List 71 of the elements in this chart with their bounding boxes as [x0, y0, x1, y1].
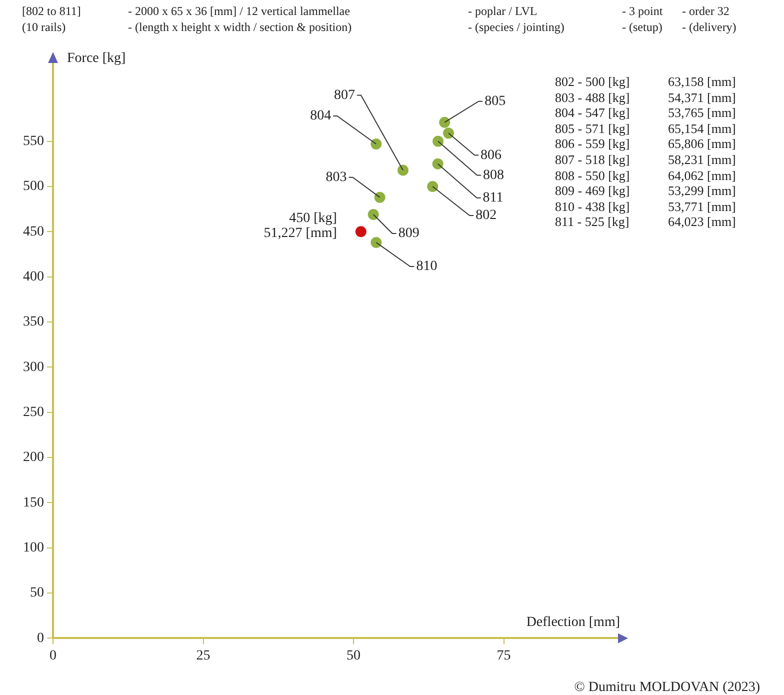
x-tick-label: 75 [496, 648, 511, 664]
text: [802 to 811] [22, 4, 81, 19]
point [355, 226, 366, 238]
text: 54,371 [mm] [668, 90, 736, 105]
text: © Dumitru MOLDOVAN (2023) [570, 680, 764, 695]
annotation: 809 [398, 226, 420, 242]
point [432, 158, 444, 170]
annotation: 810 [416, 259, 438, 274]
text: 53,771 [mm] [668, 198, 736, 214]
point [398, 164, 408, 176]
text: 58,231 [mm] [668, 152, 736, 167]
y-tick-label: 350 [23, 314, 44, 330]
x-tick-label: 0 [50, 648, 56, 664]
annotation: 811 [482, 190, 504, 206]
text: - order 32 [682, 4, 730, 19]
point [368, 208, 379, 220]
annotation: 805 - 571 [kg] [555, 120, 630, 136]
annotation: 810 - 438 [kg] [555, 198, 630, 214]
y-tick-label: 150 [23, 495, 44, 510]
annotation: 811 - 525 [kg] [555, 214, 630, 230]
annotation: 807 [334, 88, 355, 103]
text: (10 rails) [22, 20, 66, 35]
y-tick-label: 500 [23, 179, 44, 194]
text: 64,062 [mm] [668, 168, 736, 183]
annotation: 450 [kg] 51,227 [mm] [264, 210, 337, 241]
text: 53,299 [mm] [668, 183, 736, 198]
text: - (setup) [622, 20, 662, 35]
annotation: 802 [476, 208, 497, 224]
annotation: 808 - 550 [kg] [555, 168, 630, 183]
annotation: 809 - 469 [kg] [555, 183, 630, 198]
y-tick-label: 300 [23, 360, 44, 375]
x-axis-title: Deflection [mm] [526, 615, 620, 630]
y-tick-label: 550 [23, 134, 44, 149]
point [432, 136, 444, 147]
annotation: 804 - 547 [kg] [555, 105, 630, 120]
text: 65,806 [mm] [668, 136, 736, 152]
text: 65,154 [mm] [668, 120, 736, 136]
y-tick-label: 0 [37, 630, 44, 646]
text: - (length x height x width / section & position) [128, 20, 352, 35]
annotation: 802 - 500 [kg] [555, 74, 630, 89]
text: - 3 point [622, 4, 663, 19]
y-tick-label: 400 [23, 269, 44, 284]
text: - (delivery) [682, 20, 736, 35]
annotation: 808 [483, 168, 504, 183]
text: 63,158 [mm] [668, 74, 736, 89]
annotation: 804 [310, 108, 332, 124]
y-tick-label: 450 [23, 224, 44, 240]
y-tick-label: 200 [23, 450, 44, 466]
annotation: 806 - 559 [kg] [555, 136, 630, 152]
y-tick-label: 50 [30, 586, 44, 601]
text: 53,765 [mm] [668, 105, 736, 120]
point [374, 192, 386, 203]
point [370, 236, 382, 248]
y-tick-label: 100 [23, 540, 44, 556]
point [443, 128, 454, 139]
text: - (species / jointing) [468, 20, 564, 35]
annotation: 807 - 518 [kg] [555, 152, 630, 167]
x-tick-label: 50 [346, 648, 361, 664]
y-axis-title: Force [kg] [67, 51, 126, 66]
text: - poplar / LVL [468, 4, 538, 19]
annotation: 805 [484, 94, 506, 110]
point [439, 116, 450, 128]
annotation: 803 [326, 170, 347, 185]
text: 64,023 [mm] [668, 214, 736, 230]
y-tick-label: 250 [23, 405, 44, 420]
annotation: 803 - 488 [kg] [555, 90, 630, 105]
point [427, 180, 438, 192]
annotation: 806 [480, 148, 502, 163]
point [370, 138, 382, 150]
x-tick-label: 25 [196, 648, 210, 664]
text: - 2000 x 65 x 36 [mm] / 12 vertical lammellae [128, 4, 350, 19]
